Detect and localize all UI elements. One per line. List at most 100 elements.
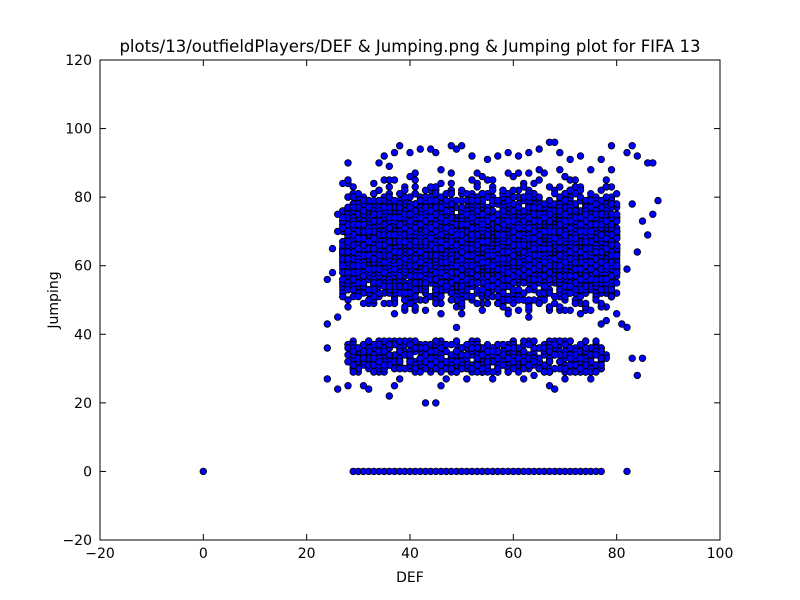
data-point <box>545 268 554 277</box>
data-point <box>396 282 404 290</box>
data-point <box>473 299 481 308</box>
data-point <box>582 299 590 308</box>
data-point <box>551 299 559 308</box>
data-point <box>607 183 616 191</box>
data-point <box>349 183 357 191</box>
data-point <box>359 272 368 280</box>
data-point <box>401 193 409 201</box>
data-point <box>587 265 595 273</box>
data-point <box>452 196 461 205</box>
data-point <box>478 286 486 294</box>
data-point <box>525 296 533 304</box>
data-point <box>339 292 347 301</box>
data-point <box>530 217 538 225</box>
data-point <box>359 196 368 205</box>
data-point <box>607 200 616 208</box>
data-points <box>199 138 662 476</box>
data-point <box>556 303 564 311</box>
data-point <box>613 279 621 287</box>
data-point <box>597 299 605 308</box>
data-point <box>432 189 440 198</box>
data-point <box>509 234 517 242</box>
data-point <box>406 217 414 225</box>
data-point <box>509 207 517 215</box>
data-point <box>597 286 605 294</box>
data-point <box>478 306 486 314</box>
data-point <box>494 196 502 205</box>
data-point <box>354 292 362 301</box>
data-point <box>561 172 569 181</box>
data-point <box>597 186 605 194</box>
data-point <box>520 279 528 287</box>
data-point <box>571 299 579 308</box>
data-point <box>535 165 543 174</box>
data-point <box>597 320 605 328</box>
data-point <box>504 169 512 177</box>
data-point <box>530 282 538 290</box>
data-point <box>520 183 528 191</box>
data-point <box>592 200 600 208</box>
data-point <box>411 189 419 198</box>
data-point <box>613 210 621 218</box>
data-point <box>390 176 399 184</box>
data-point <box>602 176 610 184</box>
data-point <box>359 207 368 215</box>
data-point <box>349 203 357 212</box>
data-point <box>421 306 430 314</box>
data-point <box>437 310 445 318</box>
data-point <box>545 183 554 191</box>
data-point <box>587 165 595 174</box>
data-point <box>587 227 595 236</box>
data-point <box>509 193 517 201</box>
data-point <box>499 303 507 311</box>
data-point <box>447 169 455 177</box>
chart-title: plots/13/outfieldPlayers/DEF & Jumping.p… <box>119 37 700 56</box>
data-point <box>592 296 600 304</box>
data-point <box>406 172 414 181</box>
data-point <box>514 169 523 177</box>
data-point <box>566 282 574 290</box>
data-point <box>416 272 424 280</box>
data-point <box>525 313 533 321</box>
data-point <box>556 183 564 191</box>
data-point <box>535 176 543 184</box>
data-point <box>452 323 461 332</box>
data-point <box>432 286 440 294</box>
data-point <box>509 251 517 260</box>
data-point <box>483 207 492 215</box>
data-point <box>514 296 523 304</box>
data-point <box>587 306 595 314</box>
data-point <box>514 286 523 294</box>
data-point <box>504 310 512 318</box>
data-point <box>494 299 502 308</box>
data-point <box>499 186 507 194</box>
data-point <box>365 286 373 294</box>
data-point <box>458 310 466 318</box>
data-point <box>385 299 393 308</box>
data-point <box>530 203 538 212</box>
data-point <box>525 303 533 311</box>
data-point <box>458 186 466 194</box>
data-point <box>473 183 481 191</box>
data-point <box>607 292 616 301</box>
data-point <box>535 299 543 308</box>
data-point <box>582 237 590 246</box>
data-point <box>556 251 564 260</box>
data-point <box>437 231 445 239</box>
data-point <box>540 227 548 236</box>
data-point <box>468 176 476 184</box>
data-point <box>406 272 414 280</box>
data-point <box>540 200 548 208</box>
data-point <box>344 303 352 311</box>
data-point <box>525 286 533 294</box>
data-point <box>530 179 538 188</box>
data-point <box>571 258 579 266</box>
data-point <box>401 296 409 304</box>
data-point <box>437 179 445 188</box>
data-point <box>478 172 486 181</box>
data-point <box>421 296 430 304</box>
data-point <box>468 196 476 205</box>
data-point <box>509 279 517 287</box>
data-point <box>535 193 543 201</box>
